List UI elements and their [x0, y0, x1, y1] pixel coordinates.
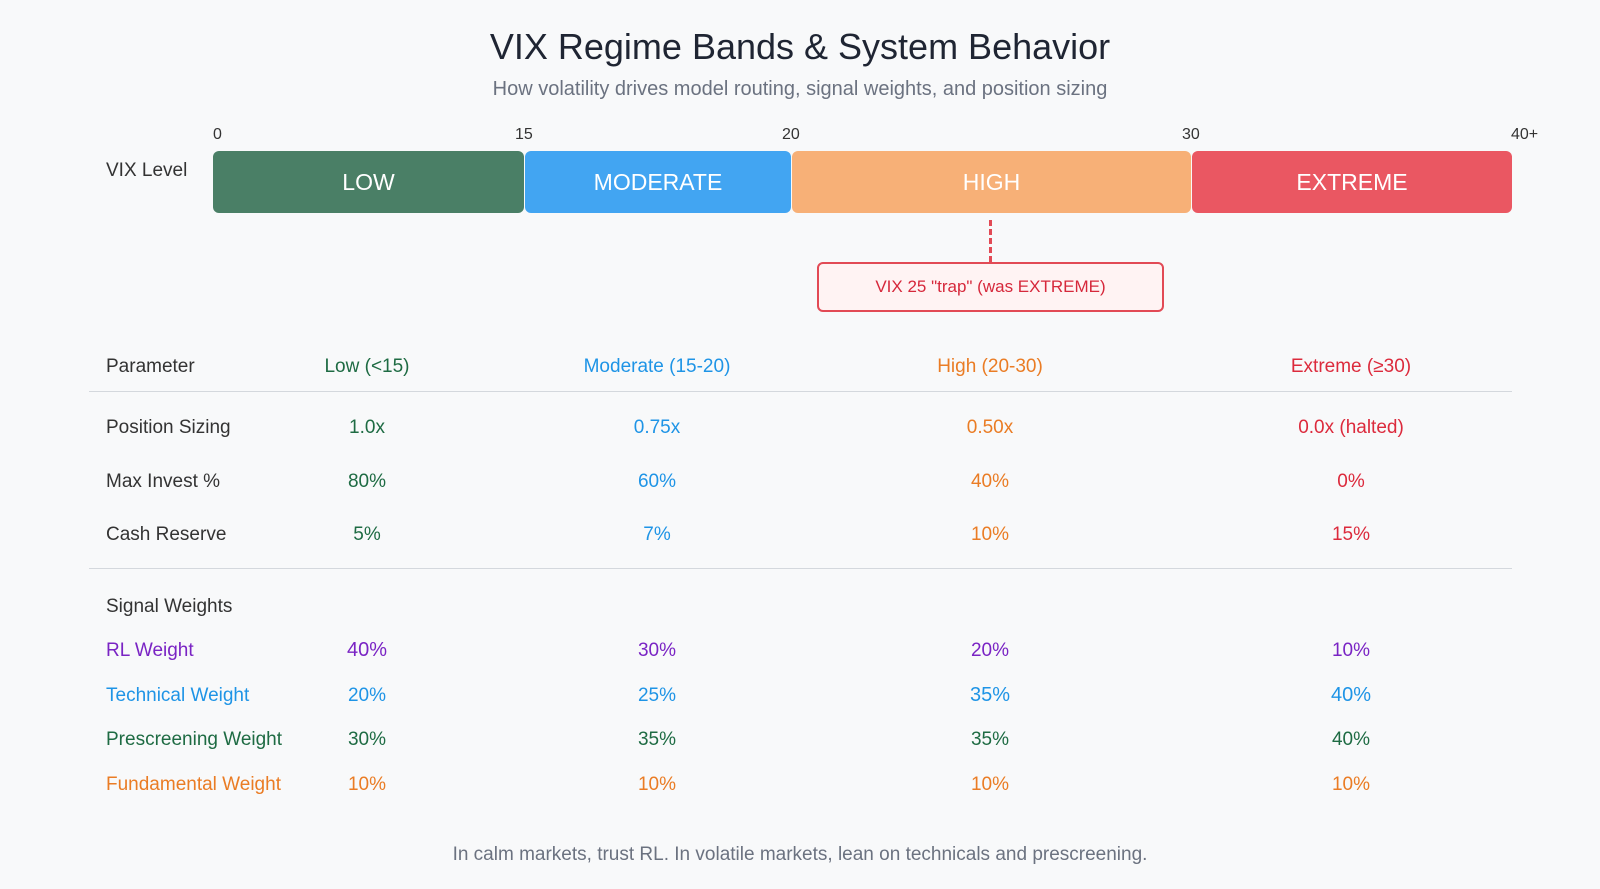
- table-cell: 5%: [353, 524, 381, 545]
- vix-trap-callout: VIX 25 "trap" (was EXTREME): [817, 262, 1164, 312]
- band-high: HIGH: [792, 151, 1191, 213]
- table-cell: 0.75x: [633, 417, 681, 438]
- table-cell: 15%: [1331, 524, 1371, 545]
- table-cell: 10%: [970, 774, 1010, 795]
- tick-0: 0: [213, 126, 222, 143]
- table-cell: 30%: [637, 640, 677, 661]
- page-title: VIX Regime Bands & System Behavior: [489, 26, 1111, 67]
- row-label-position-sizing: Position Sizing: [106, 417, 231, 438]
- band-low-label: LOW: [342, 168, 395, 195]
- table-cell: 35%: [970, 729, 1010, 750]
- header-moderate: Moderate (15-20): [583, 356, 731, 377]
- callout-connector: [989, 220, 992, 262]
- table-cell: 35%: [637, 729, 677, 750]
- table-cell: 80%: [347, 471, 387, 492]
- band-moderate: MODERATE: [525, 151, 791, 213]
- table-cell: 1.0x: [349, 417, 385, 438]
- table-cell: 10%: [970, 524, 1010, 545]
- table-cell: 40%: [1331, 729, 1371, 750]
- table-cell: 25%: [637, 685, 677, 706]
- callout-text: VIX 25 "trap" (was EXTREME): [875, 277, 1106, 296]
- header-low: Low (<15): [324, 356, 410, 377]
- table-cell: 10%: [1331, 774, 1371, 795]
- footer-note: In calm markets, trust RL. In volatile m…: [452, 844, 1148, 865]
- table-cell: 10%: [637, 774, 677, 795]
- vix-level-label: VIX Level: [106, 160, 188, 181]
- header-extreme: Extreme (≥30): [1290, 356, 1412, 377]
- band-extreme-label: EXTREME: [1296, 168, 1408, 195]
- table-cell: 0%: [1337, 471, 1365, 492]
- table-cell: 35%: [969, 684, 1011, 706]
- band-low: LOW: [213, 151, 524, 213]
- band-high-label: HIGH: [962, 168, 1021, 195]
- table-cell: 40%: [970, 471, 1010, 492]
- table-cell: 10%: [347, 774, 387, 795]
- table-cell: 0.0x (halted): [1298, 417, 1404, 438]
- table-cell: 30%: [347, 729, 387, 750]
- table-cell: 20%: [970, 640, 1010, 661]
- band-extreme: EXTREME: [1192, 151, 1512, 213]
- table-cell: 60%: [637, 471, 677, 492]
- row-label-max-invest: Max Invest %: [106, 471, 221, 492]
- table-cell: 40%: [1330, 684, 1372, 706]
- page-subtitle: How volatility drives model routing, sig…: [492, 78, 1108, 100]
- tick-20: 20: [782, 126, 800, 143]
- tick-15: 15: [515, 126, 533, 143]
- section-divider: [89, 568, 1512, 569]
- row-label-fundamental-weight: Fundamental Weight: [106, 774, 281, 795]
- band-moderate-label: MODERATE: [593, 168, 723, 195]
- table-cell: 40%: [346, 639, 388, 661]
- row-label-rl-weight: RL Weight: [106, 640, 194, 661]
- row-label-technical-weight: Technical Weight: [106, 685, 250, 706]
- table-cell: 0.50x: [966, 417, 1014, 438]
- table-cell: 7%: [643, 524, 671, 545]
- header-parameter: Parameter: [106, 356, 195, 377]
- table-cell: 20%: [347, 685, 387, 706]
- table-cell: 10%: [1331, 640, 1371, 661]
- signal-weights-heading: Signal Weights: [106, 596, 233, 617]
- header-divider: [89, 391, 1512, 392]
- row-label-cash-reserve: Cash Reserve: [106, 524, 227, 545]
- row-label-prescreening-weight: Prescreening Weight: [106, 729, 283, 750]
- tick-30: 30: [1182, 126, 1200, 143]
- header-high: High (20-30): [937, 356, 1043, 377]
- tick-40-plus: 40+: [1511, 126, 1539, 143]
